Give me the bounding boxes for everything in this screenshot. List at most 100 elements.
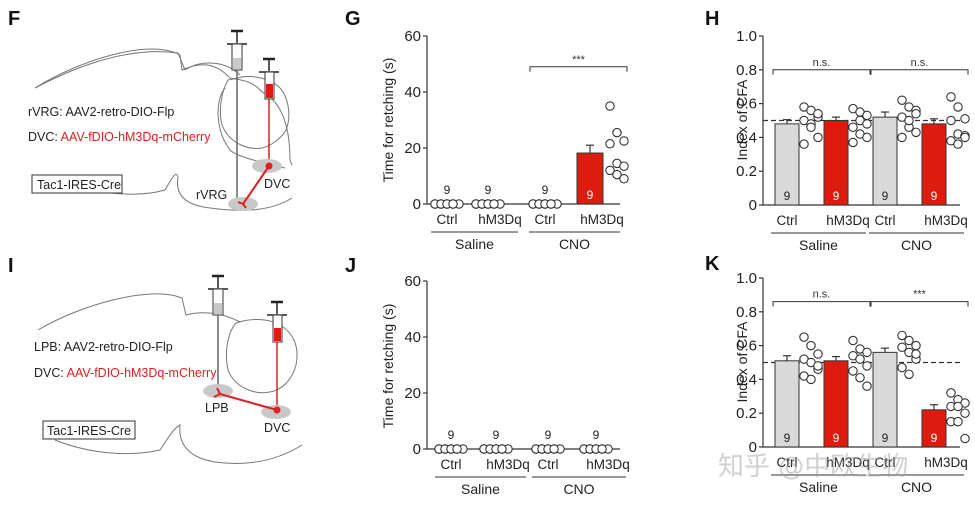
chart-panel-h: H 0 0.2 0.4 0.6 0.8 1.0 Index of CFA 9 9 9 9 n.s. n.s… (705, 8, 970, 253)
n-label: 9 (931, 189, 938, 203)
data-point (862, 381, 872, 391)
data-point (953, 102, 963, 112)
y-tick-label: 0.2 (736, 405, 757, 422)
y-tick-label: 20 (404, 140, 421, 157)
significance-label: n.s. (813, 57, 831, 69)
x-category-label: Ctrl (437, 212, 458, 227)
data-point (605, 139, 615, 149)
x-category-label: Ctrl (875, 213, 896, 228)
x-category-label: hM3Dq (580, 212, 624, 227)
bar-ctrl-saline (774, 123, 800, 206)
data-point (813, 108, 823, 119)
y-tick-label: 0.6 (736, 338, 757, 355)
y-tick-label: 20 (404, 385, 421, 402)
y-tick-label: 40 (404, 84, 421, 101)
x-category-label: hM3Dq (924, 455, 968, 470)
cerebellum-outline (219, 75, 290, 149)
data-point (848, 137, 858, 148)
data-point (946, 92, 956, 102)
y-tick-label: 1.0 (736, 28, 757, 45)
virus-line-1: rVRG: AAV2-retro-DIO-Flp (28, 105, 174, 119)
syringe-red-icon (259, 57, 279, 165)
cell-body-icon (265, 162, 273, 170)
group-label-saline: Saline (799, 479, 838, 495)
bar-ctrl-saline (774, 360, 800, 448)
mouse-line-box (42, 420, 136, 440)
data-point (848, 335, 858, 346)
cell-body-icon (273, 406, 281, 414)
data-point (960, 408, 970, 418)
data-point (953, 416, 963, 427)
data-point (597, 444, 607, 454)
n-label: 9 (931, 431, 938, 445)
significance-bracket (772, 69, 871, 75)
data-point (848, 366, 858, 376)
y-tick-label: 60 (404, 273, 421, 290)
projection-line (242, 165, 270, 205)
data-point (862, 119, 872, 129)
x-category-label: hM3Dq (486, 457, 530, 472)
n-label: 9 (545, 428, 552, 442)
data-point (862, 361, 872, 371)
bar-hm3dq-cno (921, 123, 947, 206)
chart-panel-j: J 0 20 40 60 Time for retching (s) 9 9 9 9 Ctrl hM3… (345, 255, 630, 497)
data-point (452, 444, 462, 454)
data-point (619, 161, 629, 171)
data-point (897, 95, 907, 105)
x-category-label: Ctrl (441, 457, 462, 472)
data-point (806, 122, 816, 133)
data-point (855, 354, 865, 364)
virus-line-1: LPB: AAV2-retro-DIO-Flp (34, 340, 173, 354)
n-label: 9 (882, 189, 889, 203)
x-category-label: hM3Dq (478, 212, 522, 227)
n-label: 9 (587, 188, 594, 202)
terminal-icon (213, 387, 221, 398)
significance-label: n.s. (911, 57, 929, 69)
significance-bracket (529, 66, 628, 72)
mouse-line-label: Tac1-IRES-Cre (47, 424, 131, 438)
region-a-label: LPB (205, 401, 229, 415)
significance-label: *** (572, 54, 586, 66)
data-point (619, 136, 629, 146)
panel-letter-i: I (8, 255, 14, 277)
data-point (911, 349, 921, 359)
data-point (904, 369, 914, 380)
n-label: 9 (493, 428, 500, 442)
data-point (619, 174, 629, 184)
data-point (897, 362, 907, 373)
data-point (897, 342, 907, 353)
y-tick-label: 60 (404, 28, 421, 45)
data-point (497, 444, 507, 454)
data-point (612, 169, 622, 180)
bar-hm3dq-cno (576, 152, 604, 205)
region-a-label: rVRG (196, 188, 227, 202)
terminal-icon (237, 201, 247, 209)
significance-bracket (870, 69, 969, 75)
data-point (897, 330, 907, 341)
data-point (953, 139, 963, 149)
panel-letter-k: K (705, 253, 720, 275)
data-point (862, 132, 872, 143)
data-point (953, 401, 963, 412)
watermark: 知乎 @中欧生物 (718, 452, 908, 482)
data-point (489, 199, 499, 209)
data-point (911, 127, 921, 138)
y-tick-label: 40 (404, 329, 421, 346)
data-point (549, 444, 559, 454)
significance-bracket (870, 301, 969, 307)
n-label: 9 (593, 428, 600, 442)
data-point (911, 108, 921, 119)
x-category-label: Ctrl (538, 457, 559, 472)
region-b-label: DVC (264, 421, 290, 435)
schematic-panel-f: F rVRG: AAV2-retro-DIO-Flp DVC: A (8, 8, 293, 211)
virus-line-2: DVC: AAV-fDIO-hM3Dq-mCherry (34, 366, 217, 380)
data-point (946, 115, 956, 126)
data-point (960, 114, 970, 124)
data-point (813, 132, 823, 143)
group-label-cno: CNO (559, 236, 590, 252)
data-point (605, 165, 615, 176)
y-tick-label: 0 (413, 196, 421, 213)
group-label-saline: Saline (455, 236, 494, 252)
panel-letter-g: G (345, 8, 361, 30)
